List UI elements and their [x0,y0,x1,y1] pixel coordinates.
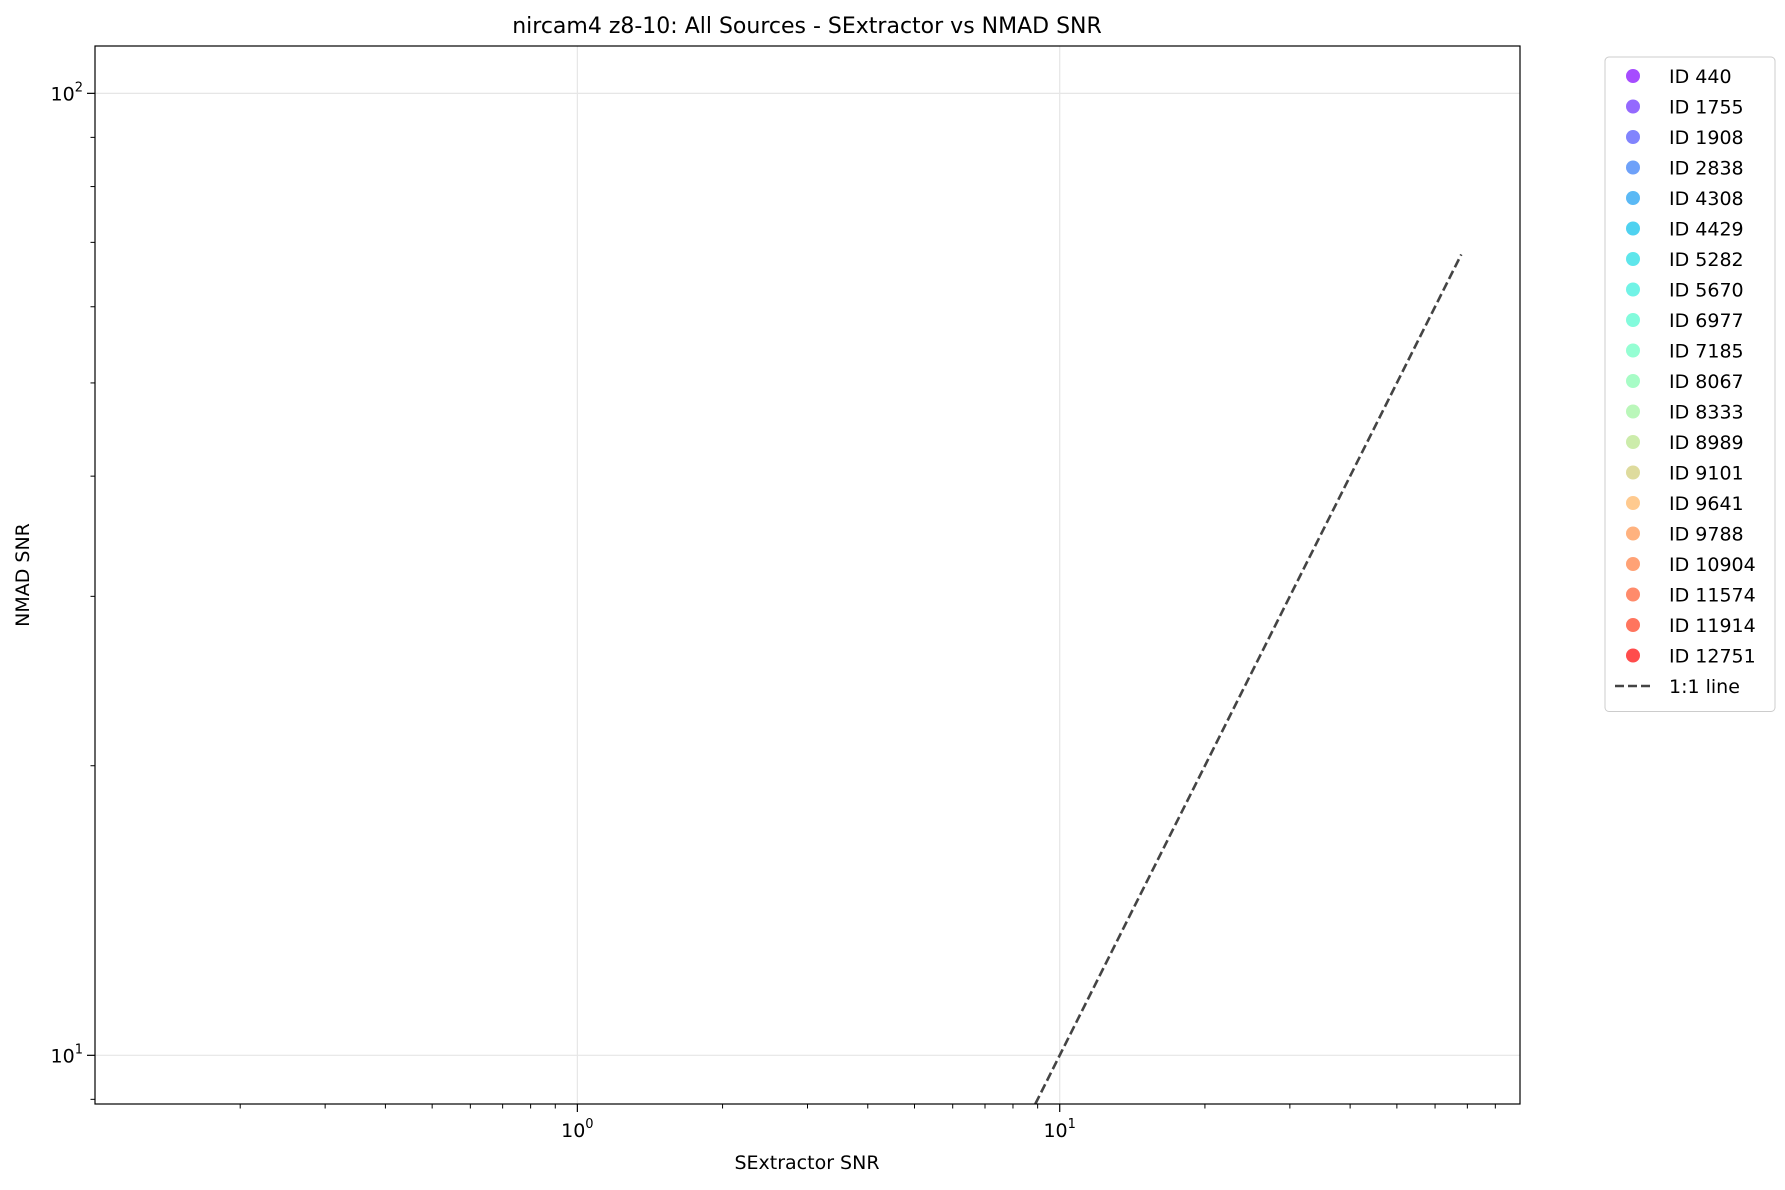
legend-label: ID 11574 [1669,585,1756,607]
legend-label: ID 8333 [1669,402,1744,424]
y-tick-label: 102 [51,80,83,105]
legend-marker [1626,282,1640,297]
legend-marker [1626,587,1640,602]
legend-label: ID 9101 [1669,463,1744,485]
legend-label: 1:1 line [1669,676,1740,698]
y-tick-label: 101 [51,1042,83,1067]
legend-marker [1626,191,1640,205]
legend-label: ID 4308 [1669,188,1744,210]
legend-label: ID 10904 [1669,554,1756,576]
legend-label: ID 9788 [1669,524,1744,546]
legend-label: ID 5282 [1669,249,1744,271]
legend-label: ID 7185 [1669,341,1744,363]
y-axis-label: NMAD SNR [12,523,34,627]
legend-marker [1626,313,1640,327]
legend: ID 440 ID 1755 ID 1908 ID 2838 ID 4308 ID 442… [1604,56,1776,712]
legend-marker [1626,648,1640,663]
legend-label: ID 8989 [1669,432,1744,454]
legend-label: ID 6977 [1669,310,1744,332]
data-layer [1034,253,1463,1105]
legend-label: ID 8067 [1669,371,1744,393]
legend-label: ID 11914 [1669,615,1756,637]
legend-marker [1626,99,1640,114]
chart-title: nircam4 z8-10: All Sources - SExtractor … [512,14,1102,39]
legend-box [1604,56,1776,712]
legend-marker [1626,130,1640,144]
x-axis-label: SExtractor SNR [734,1152,879,1174]
legend-marker [1626,618,1640,632]
legend-marker [1626,496,1640,510]
one-to-one-line [1034,253,1463,1105]
legend-marker [1626,404,1640,419]
legend-marker [1626,557,1640,571]
legend-label: ID 440 [1669,66,1732,88]
legend-marker [1626,160,1640,175]
x-tick-label: 100 [561,1117,593,1142]
legend-marker [1626,221,1640,236]
legend-label: ID 12751 [1669,646,1756,668]
x-tick-label: 101 [1043,1117,1075,1142]
legend-label: ID 4429 [1669,219,1744,241]
legend-marker [1626,526,1640,541]
grid [95,46,1520,1104]
legend-label: ID 1755 [1669,97,1744,119]
legend-marker [1626,465,1640,480]
legend-marker [1626,374,1640,388]
legend-marker [1626,69,1640,83]
legend-label: ID 5670 [1669,280,1744,302]
legend-marker [1626,252,1640,266]
legend-label: ID 2838 [1669,158,1744,180]
ticks: 100 101 101 102 [51,80,1496,1142]
legend-label: ID 9641 [1669,493,1744,515]
legend-marker [1626,343,1640,358]
legend-label: ID 1908 [1669,127,1744,149]
legend-marker [1626,435,1640,449]
